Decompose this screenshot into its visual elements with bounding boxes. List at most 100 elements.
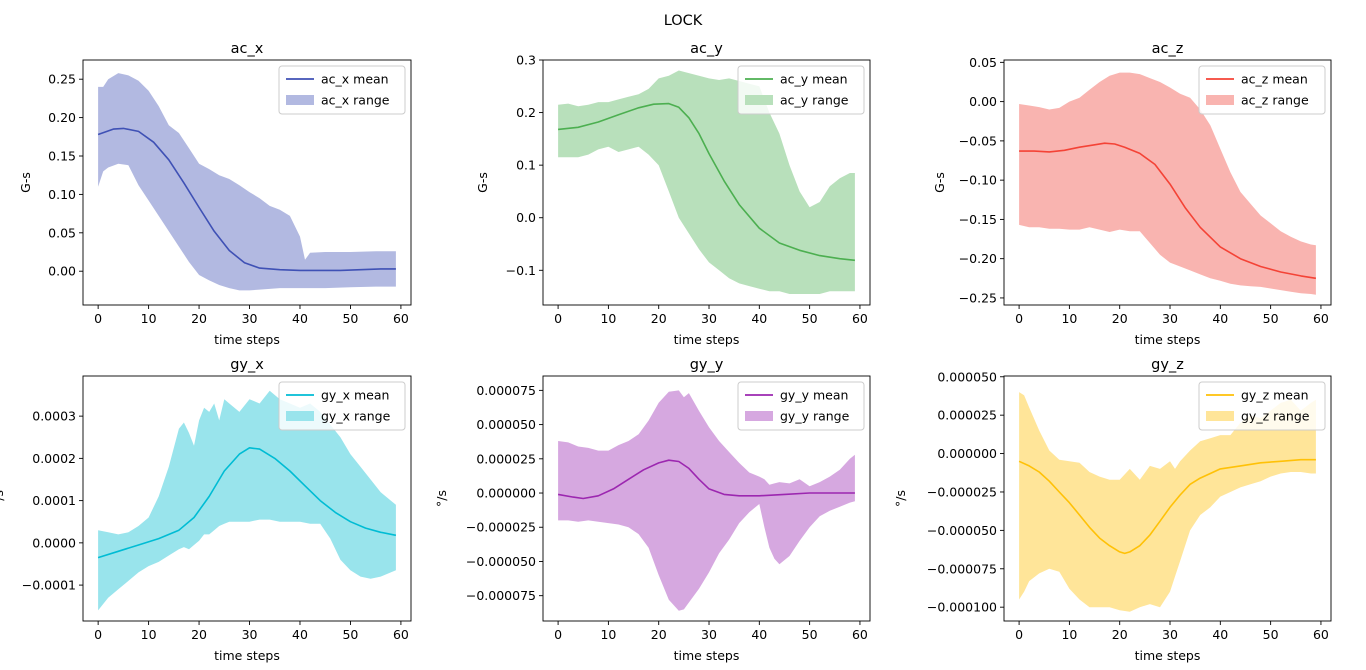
- x-tick-label: 40: [292, 627, 308, 642]
- y-tick-label: 0.3: [516, 53, 536, 68]
- legend-label-mean: ac_y mean: [780, 72, 848, 87]
- subplot-gy_x: 0 10 20 30 40 50 60 −0.0001 0.0000 0.0001 0.0002 0.…: [0, 357, 412, 663]
- legend: gy_x mean gy_x range: [278, 381, 406, 431]
- y-tick-label: −0.000050: [927, 523, 997, 538]
- y-tick-label: −0.000050: [466, 554, 536, 569]
- x-tick-label: 40: [1212, 627, 1228, 642]
- subplot-title: ac_x: [231, 41, 264, 57]
- plot-area: [1019, 72, 1317, 295]
- x-tick-label: 10: [141, 627, 157, 642]
- legend-label-range: ac_y range: [780, 93, 849, 108]
- legend: ac_y mean ac_y range: [737, 65, 865, 115]
- x-tick-label: 30: [701, 627, 717, 642]
- plot-area: [558, 70, 855, 294]
- range-band-gy_z: [1019, 392, 1316, 612]
- subplot-ac_z: 0 10 20 30 40 50 60 −0.25 −0.20 −0.15 −0.10 −0.05 0.…: [932, 41, 1332, 347]
- x-tick-label: 50: [802, 627, 818, 642]
- y-axis-label: °/s: [893, 490, 908, 507]
- legend-range-swatch: [745, 411, 773, 421]
- y-tick-label: 0.10: [48, 187, 76, 202]
- y-tick-label: −0.25: [959, 290, 997, 305]
- x-tick-label: 40: [751, 627, 767, 642]
- y-tick-label: 0.00: [48, 264, 76, 279]
- mean-line-ac_y: [558, 102, 855, 262]
- plot-area: [557, 390, 855, 611]
- x-tick-label: 20: [1112, 311, 1128, 326]
- y-tick-label: 0.00: [969, 94, 997, 109]
- y-axis-label: G-s: [475, 172, 490, 193]
- y-axis-label: °/s: [0, 490, 6, 507]
- subplot-title: gy_y: [690, 357, 724, 373]
- y-axis-label: G-s: [932, 172, 947, 193]
- subplot-title: gy_z: [1151, 357, 1184, 373]
- subplot-gy_y: 0 10 20 30 40 50 60 −0.000075 −0.000050 −0.000025…: [434, 357, 871, 663]
- x-tick-label: 50: [802, 311, 818, 326]
- legend: gy_z mean gy_z range: [1198, 381, 1326, 431]
- x-tick-label: 60: [1313, 627, 1329, 642]
- y-tick-label: 0.25: [48, 72, 76, 87]
- x-tick-label: 20: [191, 311, 207, 326]
- axes-frame: [1003, 375, 1332, 622]
- x-tick-label: 50: [342, 311, 358, 326]
- legend: gy_y mean gy_y range: [737, 381, 865, 431]
- range-band-gy_x: [98, 390, 396, 611]
- legend-label-range: ac_x range: [321, 93, 390, 108]
- x-tick-label: 60: [393, 311, 409, 326]
- axes-frame: [82, 59, 412, 306]
- mean-line-ac_x: [97, 127, 396, 272]
- x-tick-label: 10: [141, 311, 157, 326]
- x-axis-label: time steps: [214, 648, 280, 663]
- subplot-title: ac_z: [1152, 41, 1184, 57]
- mean-line-ac_z: [1019, 142, 1317, 280]
- subplot-title: ac_y: [690, 41, 723, 57]
- x-tick-label: 60: [393, 627, 409, 642]
- x-axis-label: time steps: [674, 648, 740, 663]
- x-tick-label: 0: [1015, 311, 1023, 326]
- subplot-gy_z: 0 10 20 30 40 50 60 −0.000100 −0.000075 −0.000050…: [893, 357, 1332, 663]
- y-tick-label: 0.20: [48, 110, 76, 125]
- subplot-title: gy_x: [230, 357, 264, 373]
- y-tick-label: −0.000100: [927, 600, 997, 615]
- x-tick-label: 30: [1162, 627, 1178, 642]
- x-tick-label: 40: [1212, 311, 1228, 326]
- x-tick-label: 10: [1061, 627, 1077, 642]
- axes-frame: [82, 375, 412, 622]
- range-band-ac_x: [98, 73, 396, 291]
- mean-line-gy_y: [557, 459, 855, 500]
- x-tick-label: 10: [1061, 311, 1077, 326]
- axes-frame: [1003, 59, 1332, 306]
- legend: ac_x mean ac_x range: [278, 65, 406, 115]
- x-tick-label: 20: [651, 311, 667, 326]
- range-band-gy_y: [558, 390, 855, 611]
- x-tick-label: 0: [94, 311, 102, 326]
- y-tick-label: 0.0: [516, 210, 536, 225]
- y-tick-label: 0.0003: [32, 409, 76, 424]
- x-tick-label: 50: [1263, 627, 1279, 642]
- legend-range-swatch: [286, 95, 314, 105]
- legend-label-mean: ac_x mean: [321, 72, 389, 87]
- legend-label-mean: gy_y mean: [780, 388, 848, 403]
- y-tick-label: 0.000000: [476, 486, 536, 501]
- x-tick-label: 10: [600, 311, 616, 326]
- axes-frame: [542, 375, 871, 622]
- subplot-ac_x: 0 10 20 30 40 50 60 0.00 0.05 0.10 0.15 0.20 0.25 ac_…: [18, 41, 412, 347]
- y-tick-label: 0.000050: [937, 369, 997, 384]
- y-tick-label: 0.1: [516, 158, 536, 173]
- x-tick-label: 40: [292, 311, 308, 326]
- y-tick-label: 0.0001: [32, 493, 76, 508]
- legend-label-range: gy_y range: [780, 409, 850, 424]
- y-tick-label: 0.2: [516, 105, 536, 120]
- x-tick-label: 0: [554, 311, 562, 326]
- x-tick-label: 20: [1112, 627, 1128, 642]
- y-axis-label: °/s: [434, 490, 449, 507]
- x-tick-label: 60: [1313, 311, 1329, 326]
- plot-area: [97, 390, 397, 611]
- y-tick-label: 0.05: [48, 225, 76, 240]
- x-tick-label: 0: [94, 627, 102, 642]
- legend-label-range: ac_z range: [1241, 93, 1309, 108]
- y-tick-label: 0.0000: [32, 535, 76, 550]
- x-tick-label: 20: [651, 627, 667, 642]
- y-tick-label: −0.1: [506, 263, 536, 278]
- legend: ac_z mean ac_z range: [1198, 65, 1326, 115]
